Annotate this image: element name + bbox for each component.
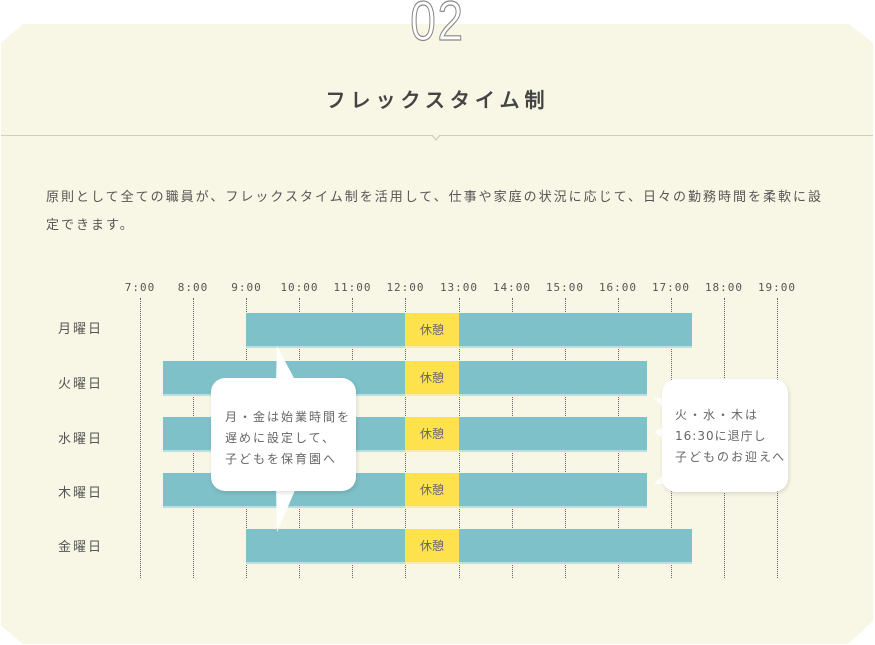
section-description: 原則として全ての職員が、フレックスタイム制を活用して、仕事や家庭の状況に応じて、…	[46, 190, 824, 233]
break-bar: 休憩	[405, 417, 459, 452]
work-bar-afternoon	[459, 529, 692, 564]
tick-label: 17:00	[651, 281, 691, 294]
day-label-thursday: 木曜日	[58, 486, 104, 501]
work-bar-morning	[246, 313, 405, 348]
tick-label: 12:00	[386, 281, 425, 294]
break-bar: 休憩	[405, 361, 459, 396]
work-bar-morning	[246, 529, 405, 564]
work-bar-afternoon	[459, 361, 647, 396]
section-number: 02	[410, 0, 465, 52]
bubble-line: 遅めに設定して、	[225, 431, 337, 445]
tick-label: 19:00	[757, 281, 797, 294]
bubble-line: 火・水・木は	[675, 408, 760, 422]
tick-label: 10:00	[280, 281, 319, 294]
tick-label: 14:00	[492, 281, 532, 294]
section-title: フレックスタイム制	[325, 88, 550, 112]
tick-label: 8:00	[177, 281, 209, 294]
break-bar: 休憩	[405, 473, 459, 508]
break-label: 休憩	[419, 427, 444, 441]
day-label-tuesday: 火曜日	[58, 377, 104, 392]
divider-notch-icon	[431, 134, 441, 141]
bubble-line: 子どものお迎えへ	[675, 450, 787, 464]
bubble-line: 16:30に退庁し	[675, 429, 767, 443]
bubble-tail-down-icon	[276, 488, 296, 532]
speech-bubble-mon-fri: 月・金は始業時間を 遅めに設定して、 子どもを保育園へ	[211, 378, 356, 491]
tick-label: 11:00	[333, 281, 372, 294]
break-bar: 休憩	[405, 313, 459, 348]
bubble-line: 月・金は始業時間を	[225, 410, 352, 424]
tick-label: 13:00	[439, 281, 479, 294]
work-bar-afternoon	[459, 417, 647, 452]
day-label-wednesday: 水曜日	[58, 432, 104, 447]
gridline	[140, 298, 141, 578]
break-label: 休憩	[419, 371, 444, 385]
day-label-friday: 金曜日	[58, 540, 104, 555]
speech-bubble-tue-thu: 火・水・木は 16:30に退庁し 子どものお迎えへ	[662, 379, 788, 492]
tick-label: 7:00	[124, 281, 156, 294]
break-bar: 休憩	[405, 529, 459, 564]
day-label-monday: 月曜日	[58, 322, 104, 337]
break-label: 休憩	[419, 483, 444, 497]
tick-label: 15:00	[545, 281, 585, 294]
tick-label: 18:00	[704, 281, 744, 294]
tick-label: 9:00	[231, 281, 262, 294]
work-bar-afternoon	[459, 473, 647, 508]
break-label: 休憩	[419, 539, 444, 553]
break-label: 休憩	[419, 323, 444, 337]
bubble-line: 子どもを保育園へ	[225, 452, 338, 466]
tick-label: 16:00	[598, 281, 638, 294]
bubble-tail-up-icon	[276, 346, 296, 382]
work-bar-afternoon	[459, 313, 692, 348]
